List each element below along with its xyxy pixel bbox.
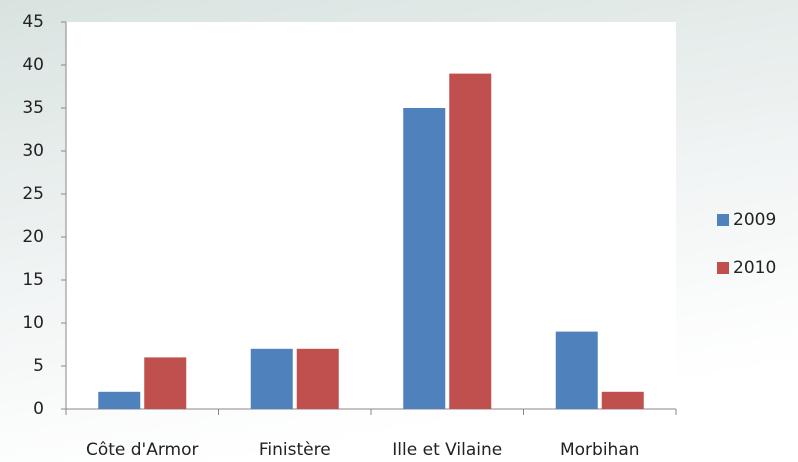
- bar: [449, 73, 492, 409]
- legend-swatch: [717, 214, 729, 226]
- x-tick-label: Morbihan: [560, 440, 640, 460]
- y-tick-label: 30: [22, 141, 44, 161]
- bar: [403, 108, 446, 409]
- legend-label: 2010: [733, 258, 776, 278]
- y-tick-label: 20: [22, 227, 44, 247]
- legend-swatch: [717, 262, 729, 274]
- bar: [250, 348, 293, 409]
- bar: [144, 357, 187, 409]
- x-tick-label: Côte d'Armor: [86, 440, 199, 460]
- bar: [555, 331, 598, 409]
- bar: [296, 348, 339, 409]
- y-tick-label: 35: [22, 98, 44, 118]
- bar: [601, 391, 644, 409]
- y-tick-label: 40: [22, 55, 44, 75]
- x-tick-label: Finistère: [259, 440, 331, 460]
- y-tick-label: 0: [33, 399, 44, 419]
- y-tick-label: 10: [22, 313, 44, 333]
- y-tick-label: 15: [22, 270, 44, 290]
- legend-label: 2009: [733, 210, 776, 230]
- y-tick-label: 5: [33, 356, 44, 376]
- bar: [98, 391, 141, 409]
- x-tick-label: Ille et Vilaine: [392, 440, 502, 460]
- y-tick-label: 25: [22, 184, 44, 204]
- y-tick-label: 45: [22, 12, 44, 32]
